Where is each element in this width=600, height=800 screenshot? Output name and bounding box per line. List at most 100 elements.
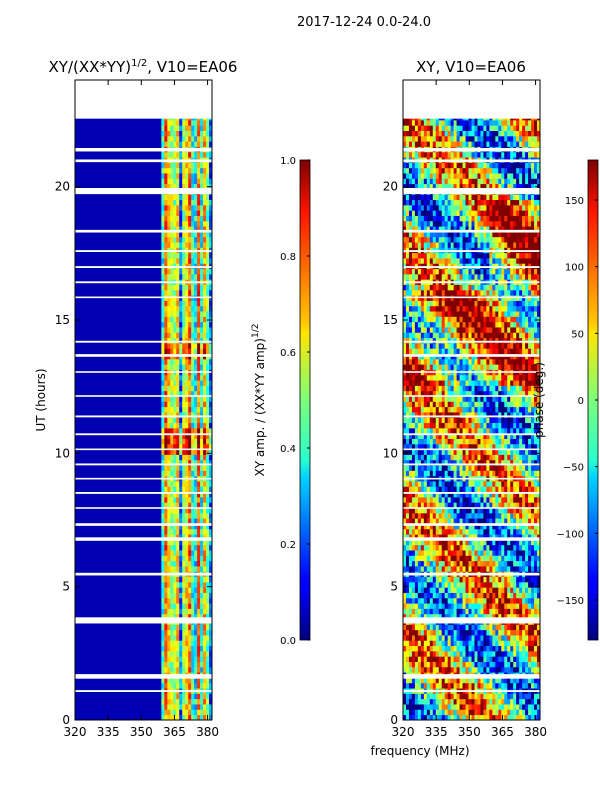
phase-cell — [477, 427, 481, 434]
phase-cell — [435, 698, 440, 705]
amp-cell — [209, 496, 213, 503]
amp-cell — [179, 396, 183, 402]
phase-cell — [456, 587, 460, 593]
phase-cell — [403, 613, 407, 620]
amp-cell — [203, 427, 207, 434]
phase-cell — [444, 709, 449, 716]
phase-cell — [435, 167, 440, 174]
phase-cell — [417, 252, 422, 259]
phase-cell — [408, 714, 413, 721]
amp-cell — [167, 555, 171, 562]
amp-cell — [200, 433, 204, 439]
flagged-band — [75, 492, 212, 494]
amp-cell — [197, 135, 201, 142]
phase-cell — [468, 406, 472, 413]
phase-cell — [453, 523, 458, 530]
phase-cell — [444, 284, 449, 291]
phase-cell — [471, 650, 475, 657]
amp-cell — [182, 566, 186, 572]
phase-cell — [403, 422, 407, 429]
phase-cell — [426, 199, 431, 206]
phase-cell — [405, 162, 410, 169]
amp-cell — [194, 412, 198, 418]
phase-cell — [435, 141, 440, 147]
amp-cell — [179, 470, 183, 477]
phase-cell — [403, 305, 407, 312]
phase-cell — [405, 337, 410, 344]
phase-cell — [444, 555, 449, 562]
amp-cell — [197, 512, 201, 519]
phase-cell — [441, 566, 446, 572]
phase-cell — [459, 401, 463, 408]
phase-cell — [450, 215, 455, 222]
amp-cell — [185, 682, 189, 689]
amp-cell — [167, 534, 171, 540]
amp-cell — [179, 603, 183, 609]
phase-cell — [465, 528, 469, 535]
amp-cell — [173, 337, 177, 344]
phase-cell — [417, 635, 422, 641]
phase-cell — [450, 661, 455, 668]
amp-cell — [188, 587, 192, 593]
phase-cell — [468, 645, 472, 652]
phase-cell — [408, 316, 413, 323]
phase-cell — [429, 284, 434, 291]
phase-cell — [417, 640, 422, 647]
phase-cell — [429, 327, 434, 333]
amp-cell — [182, 215, 186, 222]
amp-cell — [182, 534, 186, 540]
amp-cell — [170, 698, 174, 705]
amp-cell — [179, 215, 183, 222]
phase-cell — [468, 682, 472, 689]
amp-cell — [197, 581, 201, 588]
amp-cell — [182, 645, 186, 652]
phase-cell — [438, 433, 443, 439]
amp-cell — [185, 613, 189, 620]
amp-cell — [185, 162, 189, 169]
amp-cell — [185, 560, 189, 567]
amp-cell — [161, 523, 165, 530]
amp-cell — [176, 491, 180, 498]
phase-cell — [465, 173, 469, 179]
phase-cell — [403, 358, 407, 365]
phase-cell — [435, 289, 440, 296]
phase-cell — [456, 358, 460, 365]
amp-cell — [197, 608, 201, 615]
amp-cell — [200, 470, 204, 477]
phase-cell — [411, 178, 416, 185]
phase-cell — [465, 178, 469, 185]
amp-cell — [194, 380, 198, 386]
amp-cell — [197, 635, 201, 641]
amp-cell — [173, 273, 177, 280]
phase-cell — [453, 714, 458, 721]
phase-cell — [411, 613, 416, 620]
amp-cell — [170, 656, 174, 662]
phase-cell — [423, 252, 428, 259]
amp-cell — [164, 587, 168, 593]
phase-cell — [447, 385, 452, 392]
amp-cell — [167, 125, 171, 131]
amp-cell — [188, 566, 192, 572]
phase-cell — [477, 178, 481, 185]
phase-cell — [426, 141, 431, 147]
phase-cell — [432, 119, 437, 126]
phase-cell — [465, 704, 469, 710]
phase-cell — [447, 650, 452, 657]
phase-cell — [408, 412, 413, 418]
phase-cell — [417, 613, 422, 620]
phase-cell — [423, 204, 428, 211]
amp-cell — [209, 167, 213, 174]
amp-cell — [194, 481, 198, 487]
phase-cell — [411, 236, 416, 243]
phase-cell — [474, 491, 478, 498]
phase-cell — [447, 178, 452, 185]
amp-cell — [203, 236, 207, 243]
phase-cell — [474, 348, 478, 355]
amp-cell — [209, 613, 213, 620]
amp-cell — [191, 268, 195, 275]
amp-cell — [206, 321, 210, 328]
phase-cell — [459, 130, 463, 137]
phase-cell — [435, 507, 440, 514]
phase-cell — [462, 438, 466, 445]
amp-cell — [176, 422, 180, 429]
